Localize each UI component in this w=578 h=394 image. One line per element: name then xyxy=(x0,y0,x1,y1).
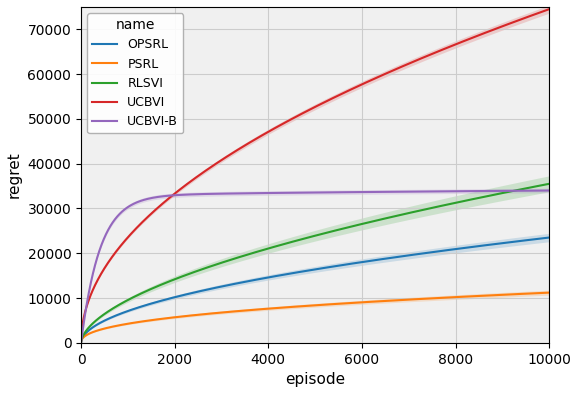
RLSVI xyxy=(77,340,84,344)
PSRL xyxy=(159,316,166,321)
UCBVI-B xyxy=(257,191,264,195)
OPSRL xyxy=(546,235,553,240)
UCBVI-B xyxy=(131,201,138,206)
UCBVI-B xyxy=(77,340,84,345)
PSRL xyxy=(277,305,284,310)
Line: RLSVI: RLSVI xyxy=(81,184,549,342)
PSRL xyxy=(486,293,493,298)
RLSVI xyxy=(546,182,553,186)
UCBVI xyxy=(77,337,84,342)
Line: UCBVI: UCBVI xyxy=(81,9,549,340)
RLSVI xyxy=(486,193,493,198)
UCBVI-B xyxy=(159,194,166,199)
UCBVI-B xyxy=(536,188,543,193)
PSRL xyxy=(546,290,553,295)
PSRL xyxy=(77,339,84,344)
Line: UCBVI-B: UCBVI-B xyxy=(81,191,549,342)
PSRL xyxy=(536,291,543,296)
UCBVI xyxy=(486,29,493,33)
UCBVI xyxy=(536,10,543,15)
RLSVI xyxy=(536,183,543,188)
Line: OPSRL: OPSRL xyxy=(81,238,549,342)
OPSRL xyxy=(277,273,284,277)
UCBVI xyxy=(159,201,166,206)
PSRL xyxy=(131,320,138,325)
OPSRL xyxy=(159,298,166,303)
Legend: OPSRL, PSRL, RLSVI, UCBVI, UCBVI-B: OPSRL, PSRL, RLSVI, UCBVI, UCBVI-B xyxy=(87,13,183,134)
Y-axis label: regret: regret xyxy=(7,151,22,198)
UCBVI xyxy=(277,123,284,127)
OPSRL xyxy=(131,307,138,311)
UCBVI xyxy=(546,7,553,11)
OPSRL xyxy=(486,242,493,247)
OPSRL xyxy=(77,340,84,344)
UCBVI-B xyxy=(546,188,553,193)
UCBVI-B xyxy=(277,191,284,195)
RLSVI xyxy=(131,294,138,299)
RLSVI xyxy=(277,243,284,247)
RLSVI xyxy=(257,248,264,253)
Line: PSRL: PSRL xyxy=(81,293,549,342)
OPSRL xyxy=(536,236,543,241)
OPSRL xyxy=(257,277,264,281)
X-axis label: episode: episode xyxy=(285,372,345,387)
UCBVI xyxy=(257,134,264,139)
RLSVI xyxy=(159,282,166,286)
UCBVI-B xyxy=(486,189,493,193)
UCBVI xyxy=(131,228,138,232)
PSRL xyxy=(257,307,264,312)
